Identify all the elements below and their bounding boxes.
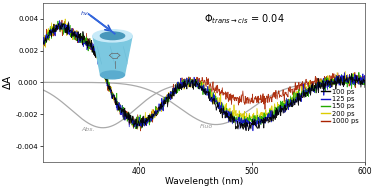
Text: $\Phi_{trans \rightarrow cis}$ = 0.04: $\Phi_{trans \rightarrow cis}$ = 0.04 (204, 12, 285, 26)
Legend: 100 ps, 125 ps, 150 ps, 200 ps, 1000 ps: 100 ps, 125 ps, 150 ps, 200 ps, 1000 ps (318, 86, 362, 127)
Y-axis label: ΔA: ΔA (3, 75, 13, 90)
Text: hv: hv (81, 11, 89, 16)
Polygon shape (93, 36, 132, 75)
Text: Fluo: Fluo (200, 124, 213, 129)
Ellipse shape (93, 30, 132, 42)
Ellipse shape (100, 32, 124, 40)
Text: Abs.: Abs. (81, 127, 95, 132)
X-axis label: Wavelength (nm): Wavelength (nm) (165, 177, 243, 186)
Ellipse shape (100, 71, 124, 79)
